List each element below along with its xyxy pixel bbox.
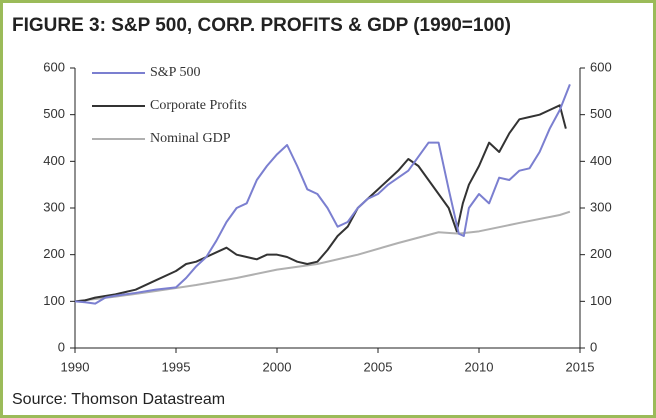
- y-tick-label: 300: [43, 199, 65, 214]
- series-line: [74, 104, 567, 303]
- legend-label: Corporate Profits: [150, 98, 247, 113]
- x-tick-label: 2000: [263, 359, 292, 374]
- series-line: [74, 83, 571, 305]
- x-tick-label: 2015: [566, 359, 595, 374]
- y-tick-label: 100: [43, 293, 65, 308]
- y2-tick-label: 100: [590, 293, 612, 308]
- x-tick-label: 1995: [162, 359, 191, 374]
- x-tick-label: 2010: [465, 359, 494, 374]
- y-tick-label: 200: [43, 246, 65, 261]
- chart-title: FIGURE 3: S&P 500, CORP. PROFITS & GDP (…: [12, 15, 511, 36]
- y2-tick-label: 600: [590, 59, 612, 74]
- y2-tick-label: 300: [590, 199, 612, 214]
- x-tick-label: 2005: [364, 359, 393, 374]
- y2-tick-label: 200: [590, 246, 612, 261]
- y-tick-label: 600: [43, 59, 65, 74]
- legend-label: S&P 500: [150, 65, 200, 80]
- y2-tick-label: 400: [590, 153, 612, 168]
- y-tick-label: 500: [43, 106, 65, 121]
- source: Source: Thomson Datastream: [12, 391, 225, 408]
- y2-tick-label: 500: [590, 106, 612, 121]
- legend-label: Nominal GDP: [150, 131, 231, 146]
- x-tick-label: 1990: [61, 359, 90, 374]
- y-tick-label: 400: [43, 153, 65, 168]
- y-tick-label: 0: [58, 339, 65, 354]
- y2-tick-label: 0: [590, 339, 597, 354]
